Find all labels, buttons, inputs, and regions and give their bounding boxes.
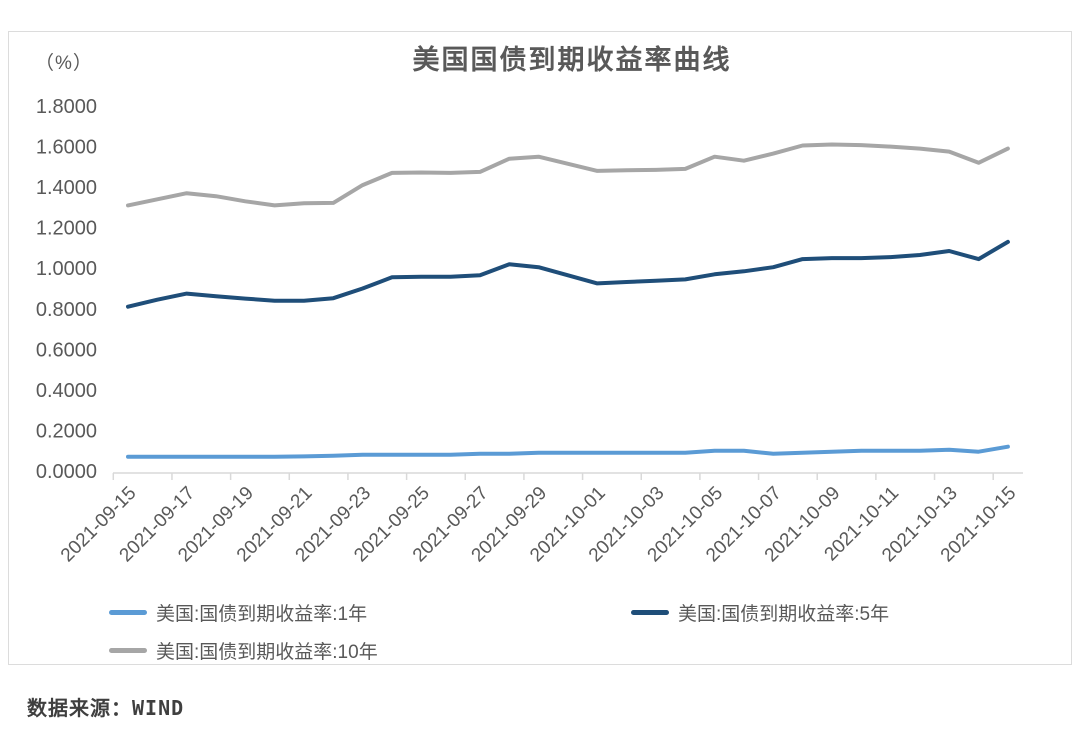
y-axis-unit-label: （%） — [35, 53, 93, 74]
y-axis-tick-label: 1.8000 — [36, 96, 97, 118]
y-axis-tick-label: 0.6000 — [36, 339, 97, 361]
legend-swatch-10y — [109, 648, 147, 653]
y-axis-tick-label: 1.6000 — [36, 137, 97, 159]
y-axis-tick-label: 1.2000 — [36, 218, 97, 240]
legend-label-1y: 美国:国债到期收益率:1年 — [156, 604, 368, 625]
chart-container: （%） 美国国债到期收益率曲线 1.8000 1.6000 1.4000 1.2000… — [8, 31, 1072, 665]
y-axis-tick-label: 0.4000 — [36, 380, 97, 402]
y-axis-tick-label: 0.8000 — [36, 299, 97, 321]
legend-item-5y: 美国:国债到期收益率:5年 — [631, 599, 889, 626]
legend-label-10y: 美国:国债到期收益率:10年 — [156, 642, 378, 663]
chart-title: 美国国债到期收益率曲线 — [412, 45, 732, 75]
y-axis-tick-label: 1.0000 — [36, 258, 97, 280]
line-chart: 1.8000 1.6000 1.4000 1.2000 1.0000 0.8000 0.60… — [36, 96, 1023, 566]
legend-item-1y: 美国:国债到期收益率:1年 — [109, 599, 367, 626]
legend-label-5y: 美国:国债到期收益率:5年 — [678, 604, 890, 625]
legend-swatch-1y — [109, 610, 147, 615]
y-axis-tick-label: 1.4000 — [36, 177, 97, 199]
y-axis-tick-label: 0.0000 — [36, 461, 97, 483]
series-line-10y — [126, 142, 1010, 208]
legend-item-10y: 美国:国债到期收益率:10年 — [109, 637, 378, 664]
series-line-1y — [126, 444, 1010, 459]
series-line-5y — [126, 239, 1010, 309]
legend-swatch-5y — [631, 610, 669, 615]
data-source-caption: 数据来源：WIND — [27, 696, 185, 720]
y-axis-tick-label: 0.2000 — [36, 420, 97, 442]
